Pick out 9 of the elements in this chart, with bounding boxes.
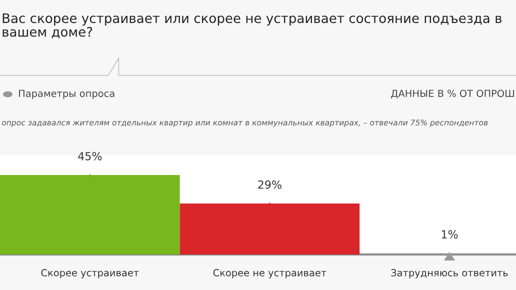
text: ДАННЫЕ В % ОТ ОПРОШ	[391, 90, 514, 98]
x-tick-label: Затрудняюсь ответить	[391, 269, 508, 278]
data-label: 45%	[78, 152, 102, 160]
chart-title: Вас скорее устраивает или скорее не устраивает состояние подъезда в вашем доме?	[2, 13, 502, 38]
x-tick-label: Скорее устраивает	[41, 269, 139, 278]
text: Параметры опроса	[19, 90, 114, 99]
data-label: 1%	[442, 230, 458, 239]
data-label: 29%	[258, 180, 282, 189]
x-tick-label: Скорее не устраивает	[213, 269, 326, 278]
